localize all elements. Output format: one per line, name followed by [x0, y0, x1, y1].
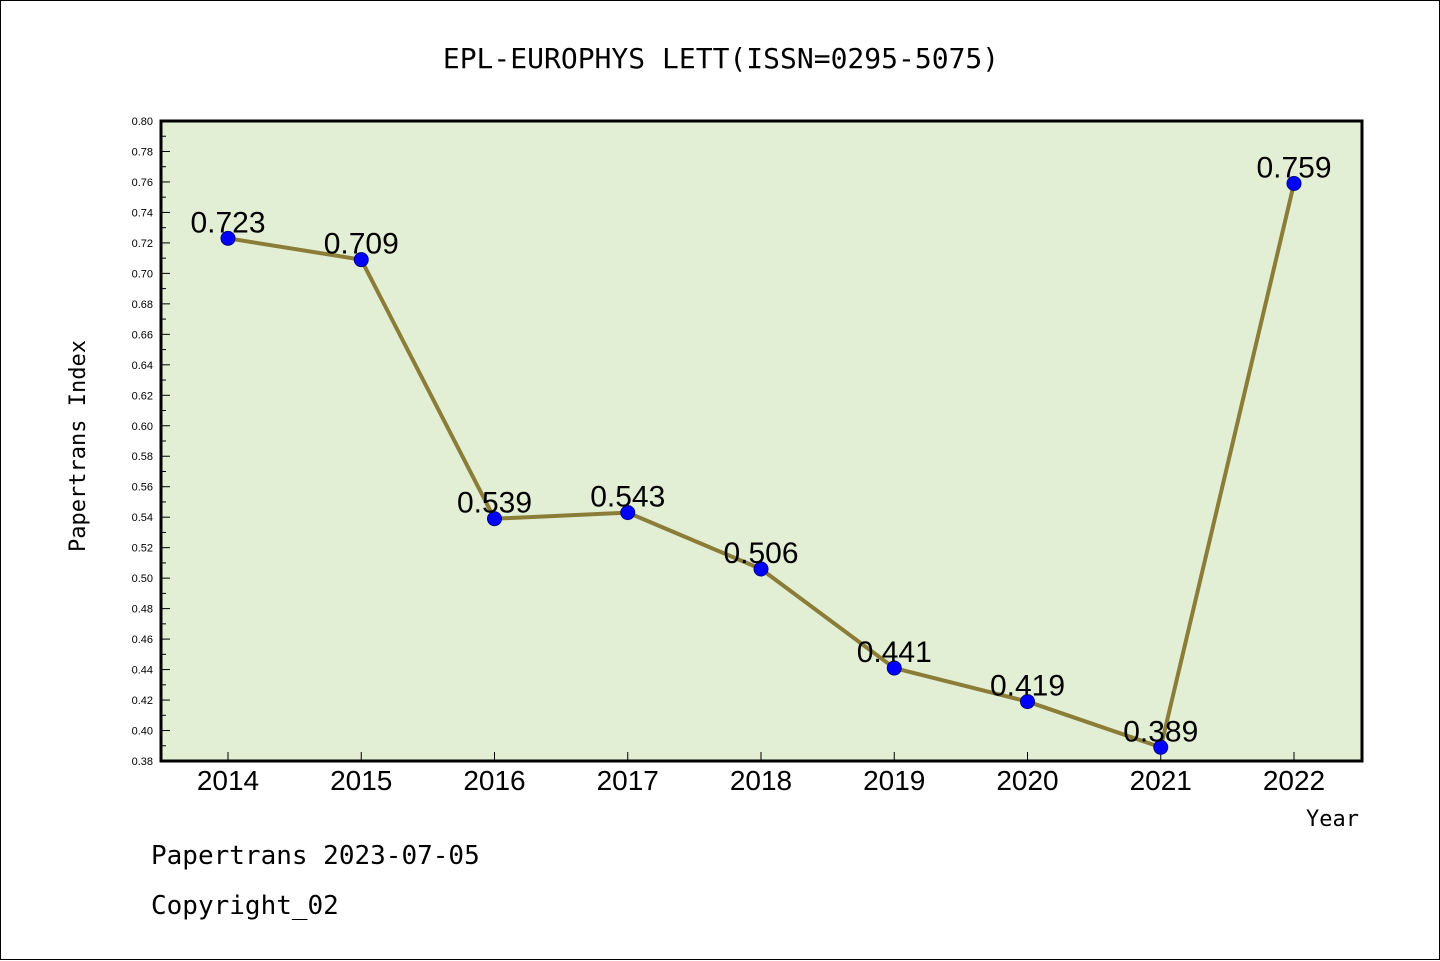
- x-tick-label: 2014: [197, 765, 259, 796]
- data-point: [886, 660, 902, 676]
- data-point: [353, 252, 369, 268]
- data-label: 0.506: [723, 537, 798, 570]
- x-tick-label: 2020: [996, 765, 1058, 796]
- data-label: 0.709: [324, 228, 399, 261]
- data-point: [1153, 739, 1169, 755]
- y-tick-label: 0.60: [132, 421, 153, 433]
- x-tick-label: 2015: [330, 765, 392, 796]
- y-tick-label: 0.72: [132, 238, 153, 250]
- y-tick-label: 0.68: [132, 299, 153, 311]
- data-label: 0.543: [590, 481, 665, 514]
- y-tick-label: 0.74: [132, 207, 153, 219]
- data-label: 0.419: [990, 670, 1065, 703]
- y-tick-label: 0.52: [132, 543, 153, 555]
- data-label: 0.539: [457, 487, 532, 520]
- x-tick-label: 2021: [1130, 765, 1192, 796]
- y-tick-label: 0.64: [132, 360, 153, 372]
- y-tick-label: 0.80: [132, 116, 153, 128]
- series-layer: 0.723 0.709 0.539 0.543 0.506 0.441 0.419 0.389…: [190, 151, 1332, 755]
- y-tick-label: 0.38: [132, 756, 153, 768]
- data-label: 0.389: [1123, 715, 1198, 748]
- x-axis-label: Year: [1306, 807, 1359, 832]
- y-tick-label: 0.42: [132, 695, 153, 707]
- x-axis: 2014 2015 2016 2017 2018 2019 2020 2021 2022: [197, 752, 1325, 796]
- data-point: [220, 230, 236, 246]
- y-tick-label: 0.46: [132, 634, 153, 646]
- chart-title: EPL-EUROPHYS LETT(ISSN=0295-5075): [443, 42, 999, 75]
- x-tick-label: 2019: [863, 765, 925, 796]
- y-tick-label: 0.58: [132, 451, 153, 463]
- y-tick-label: 0.76: [132, 177, 153, 189]
- plot-area: [159, 119, 1364, 763]
- data-label: 0.723: [190, 206, 265, 239]
- data-label: 0.759: [1256, 151, 1331, 184]
- data-point: [620, 505, 636, 521]
- y-tick-label: 0.70: [132, 268, 153, 280]
- footer-date: Papertrans 2023-07-05: [151, 841, 480, 871]
- y-axis: 0.38 0.40 0.42 0.44 0.46 0.48 0.50 0.52 0.54 0.56…: [132, 116, 170, 768]
- data-label: 0.441: [857, 636, 932, 669]
- x-tick-label: 2022: [1263, 765, 1325, 796]
- data-point: [1286, 175, 1302, 191]
- y-tick-label: 0.56: [132, 482, 153, 494]
- y-tick-label: 0.78: [132, 146, 153, 158]
- data-point: [753, 561, 769, 577]
- y-tick-label: 0.44: [132, 665, 153, 677]
- y-tick-label: 0.40: [132, 726, 153, 738]
- data-point: [1020, 694, 1035, 710]
- y-tick-label: 0.62: [132, 390, 153, 402]
- data-point: [487, 511, 502, 527]
- x-tick-label: 2017: [597, 765, 659, 796]
- y-axis-label: Papertrans Index: [66, 340, 91, 552]
- footer-copyright: Copyright_02: [151, 891, 339, 921]
- x-tick-label: 2018: [730, 765, 792, 796]
- y-tick-label: 0.50: [132, 573, 153, 585]
- y-tick-label: 0.54: [132, 512, 153, 524]
- y-tick-label: 0.66: [132, 329, 153, 341]
- x-tick-label: 2016: [463, 765, 525, 796]
- y-tick-label: 0.48: [132, 604, 153, 616]
